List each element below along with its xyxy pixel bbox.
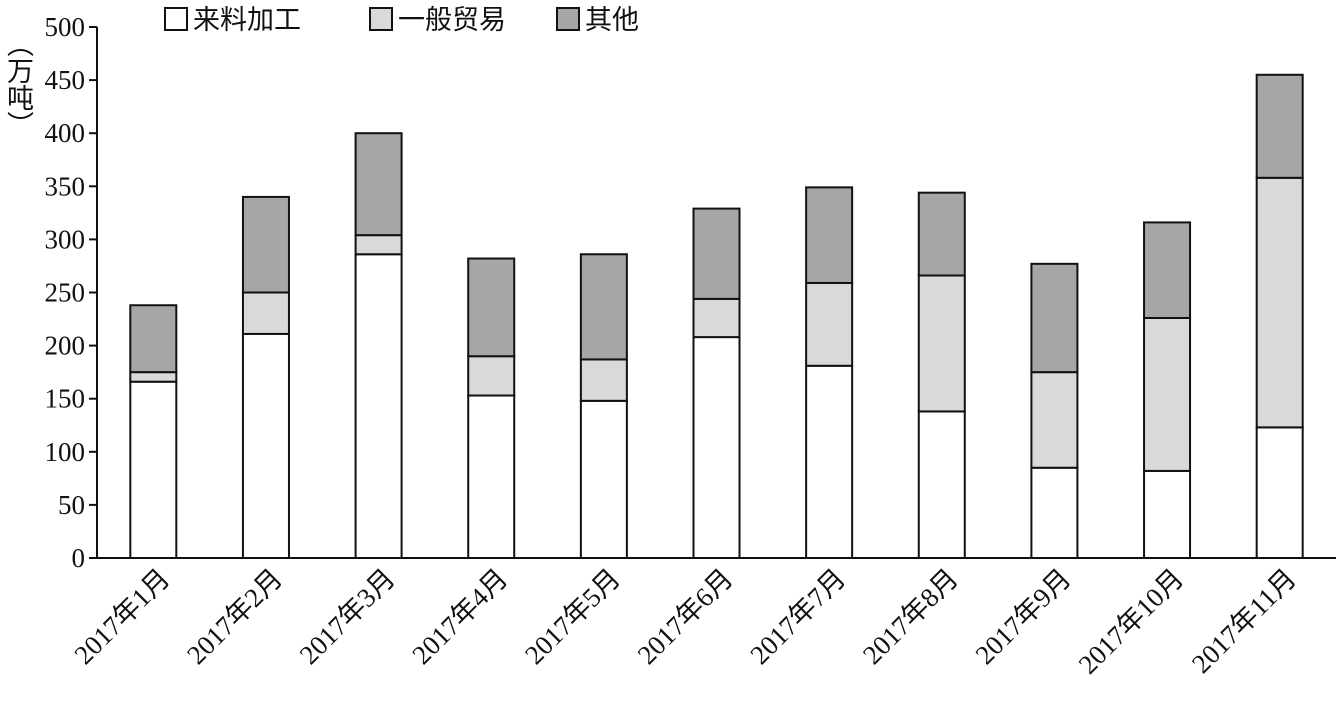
bar-segment [1255, 176, 1304, 429]
y-tick-label: 200 [45, 331, 86, 361]
bar-segment [129, 380, 178, 560]
x-tick-label: 2017年10月 [1073, 563, 1190, 680]
legend-label: 一般贸易 [398, 5, 506, 35]
bar-segment [917, 191, 966, 277]
y-tick-label: 500 [45, 12, 86, 42]
bar-segment [1143, 469, 1192, 559]
x-tick-label: 2017年2月 [181, 563, 288, 670]
bar-segment [241, 332, 290, 559]
bar-segment [467, 394, 516, 559]
x-tick-label: 2017年4月 [406, 563, 513, 670]
bar-segment [579, 358, 628, 402]
bar-segment [692, 297, 741, 339]
bar-segment [692, 336, 741, 559]
bar-segment [805, 186, 854, 284]
x-tick-label: 2017年1月 [68, 563, 175, 670]
bar-segment [354, 132, 403, 237]
y-tick-label: 250 [45, 278, 86, 308]
bar-segment [467, 257, 516, 358]
bar-segment [1143, 316, 1192, 472]
y-tick-label: 300 [45, 224, 86, 254]
bar-segment [805, 281, 854, 367]
bar-segment [917, 410, 966, 559]
x-tick-label: 2017年8月 [857, 563, 964, 670]
y-axis-label: （万吨） [3, 30, 34, 138]
bar-segment [579, 399, 628, 559]
y-tick-label: 50 [58, 490, 85, 520]
bar-segment [1143, 221, 1192, 319]
bar-segment [1030, 466, 1079, 560]
legend-label: 其他 [585, 5, 639, 35]
bar-segment [129, 304, 178, 374]
x-tick-label: 2017年11月 [1186, 563, 1302, 679]
bar-segment [1030, 371, 1079, 469]
bar-segment [1030, 262, 1079, 374]
bar-segment [241, 195, 290, 294]
bar-segment [579, 253, 628, 361]
x-tick-label: 2017年7月 [744, 563, 851, 670]
bar-segment [129, 371, 178, 383]
bar-segment [917, 274, 966, 413]
x-tick-label: 2017年3月 [294, 563, 401, 670]
y-tick-label: 100 [45, 437, 86, 467]
bar-segment [241, 291, 290, 335]
legend-swatch [556, 7, 580, 31]
bar-segment [354, 234, 403, 256]
legend-swatch [164, 7, 188, 31]
bar-segment [805, 364, 854, 560]
x-tick-label: 2017年9月 [970, 563, 1077, 670]
x-tick-label: 2017年5月 [519, 563, 626, 670]
legend-swatch [369, 7, 393, 31]
bar-segment [1255, 73, 1304, 179]
y-tick-label: 150 [45, 384, 86, 414]
y-tick-label: 400 [45, 118, 86, 148]
bar-segment [692, 207, 741, 300]
y-tick-label: 450 [45, 65, 86, 95]
bar-segment [1255, 426, 1304, 559]
x-tick-label: 2017年6月 [632, 563, 739, 670]
bar-segment [354, 253, 403, 559]
y-tick-label: 0 [72, 543, 86, 573]
legend-label: 来料加工 [193, 5, 301, 35]
bar-segment [467, 355, 516, 397]
y-tick-label: 350 [45, 171, 86, 201]
